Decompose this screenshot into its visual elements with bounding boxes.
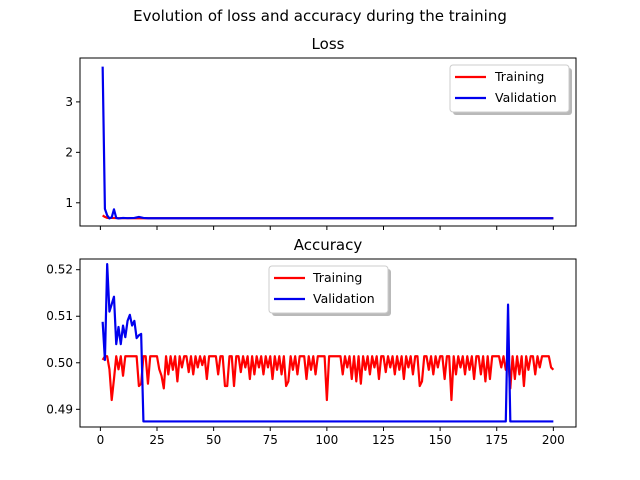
accuracy-xtick-label: 25 [149, 433, 164, 447]
accuracy-xtick-label: 50 [206, 433, 221, 447]
accuracy-legend: Training Validation [268, 265, 391, 316]
loss-ytick-label: 3 [65, 95, 73, 109]
accuracy-xtick-label: 75 [263, 433, 278, 447]
accuracy-series-group [101, 263, 555, 423]
loss-ytick-label: 2 [65, 145, 73, 159]
loss-legend-validation-label: Validation [495, 90, 557, 105]
figure-suptitle: Evolution of loss and accuracy during th… [133, 7, 507, 25]
loss-series-group [101, 66, 554, 220]
accuracy-ticks-group: 0 25 50 75 100 125 150 175 200 0.49 0.50 0.51 0.52 [46, 263, 565, 447]
loss-axes-frame [79, 57, 577, 227]
accuracy-xtick-label: 175 [485, 433, 508, 447]
accuracy-xtick-label: 125 [372, 433, 395, 447]
accuracy-xtick-label: 0 [97, 433, 105, 447]
loss-subplot: Loss 1 2 3 Training Validation [65, 35, 577, 230]
accuracy-ytick-label: 0.52 [46, 263, 73, 277]
accuracy-axes-frame [79, 258, 577, 428]
accuracy-legend-validation-label: Validation [313, 291, 375, 306]
loss-ticks-group: 1 2 3 [65, 95, 554, 230]
accuracy-xtick-label: 100 [315, 433, 338, 447]
accuracy-xtick-label: 150 [429, 433, 452, 447]
accuracy-ytick-label: 0.49 [46, 402, 73, 416]
accuracy-subplot-title: Accuracy [294, 236, 363, 254]
loss-subplot-title: Loss [312, 35, 345, 53]
accuracy-xtick-label: 200 [542, 433, 565, 447]
accuracy-ytick-label: 0.51 [46, 309, 73, 323]
accuracy-series-validation-line [101, 263, 554, 423]
loss-legend-training-label: Training [494, 69, 544, 84]
accuracy-series-training-line [101, 355, 555, 402]
accuracy-legend-training-label: Training [312, 270, 362, 285]
loss-series-validation-line [101, 66, 554, 220]
loss-ytick-label: 1 [65, 196, 73, 210]
accuracy-subplot: Accuracy 0 25 50 75 100 125 150 175 2000.490.500… [46, 236, 577, 447]
accuracy-ytick-label: 0.50 [46, 356, 73, 370]
loss-legend: Training Validation [449, 64, 572, 115]
